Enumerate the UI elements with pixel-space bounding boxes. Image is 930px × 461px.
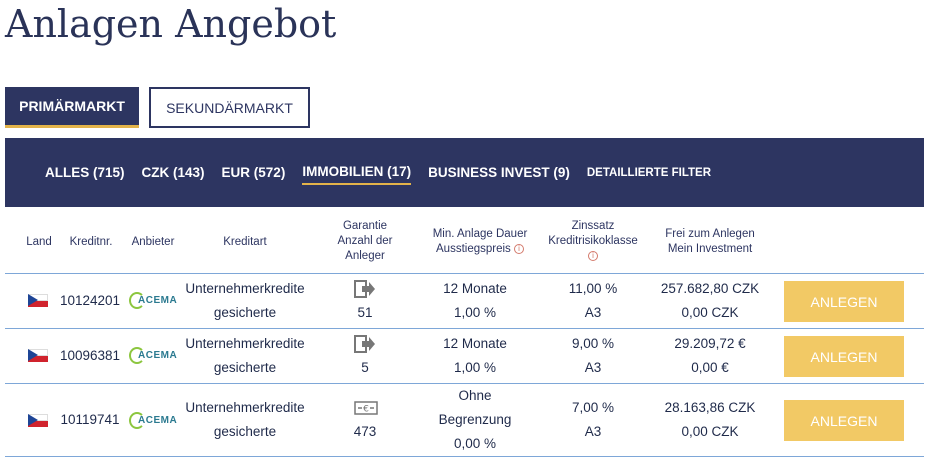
svg-text:€: € xyxy=(363,405,369,415)
row-divider xyxy=(5,273,924,274)
ausstiegspreis-value: 1,00 % xyxy=(453,305,497,320)
kreditart-line2: gesicherte xyxy=(213,424,277,439)
header-garantie-line2: Anzahl der xyxy=(337,235,393,247)
table-row: 10119741 ACEMA Unternehmerkredite gesich… xyxy=(5,384,924,456)
ausstiegspreis-value: 0,00 % xyxy=(453,436,497,451)
header-garantie-line3: Anleger xyxy=(345,250,385,262)
kreditnr[interactable]: 10124201 xyxy=(59,293,121,308)
kreditnr[interactable]: 10096381 xyxy=(59,348,121,363)
risiko-value: A3 xyxy=(584,305,602,320)
header-garantie[interactable]: Garantie Anzahl der Anleger xyxy=(330,219,400,264)
header-land[interactable]: Land xyxy=(26,236,52,248)
filter-eur[interactable]: EUR (572) xyxy=(221,165,286,180)
filter-detaillierte[interactable]: DETAILLIERTE FILTER xyxy=(586,166,712,179)
zinssatz-value: 9,00 % xyxy=(571,336,615,351)
kreditart-line2: gesicherte xyxy=(213,305,277,320)
dauer-value-line1: Ohne xyxy=(458,388,492,403)
anlegen-button[interactable]: ANLEGEN xyxy=(784,400,904,441)
filter-immobilien[interactable]: IMMOBILIEN (17) xyxy=(302,160,412,185)
kreditart-line1: Unternehmerkredite xyxy=(185,336,305,351)
kreditart-line1: Unternehmerkredite xyxy=(185,400,305,415)
dauer-value: 12 Monate xyxy=(443,281,507,296)
tab-primaermarkt[interactable]: PRIMÄRMARKT xyxy=(5,87,139,128)
buyback-arrow-icon xyxy=(354,280,375,298)
header-dauer-line2: Ausstiegspreis xyxy=(436,243,511,255)
kreditart-line1: Unternehmerkredite xyxy=(185,281,305,296)
filter-alles[interactable]: ALLES (715) xyxy=(45,165,125,180)
header-zins-line2: Kreditrisikoklasse xyxy=(548,235,638,247)
investment-value: 0,00 CZK xyxy=(681,305,739,320)
kreditart: Unternehmerkredite gesicherte xyxy=(180,277,310,325)
cash-guarantee-icon: € xyxy=(354,401,378,415)
filter-bar: ALLES (715) CZK (143) EUR (572) IMMOBILI… xyxy=(5,138,924,207)
investment-value: 0,00 CZK xyxy=(681,424,739,439)
anlegen-button[interactable]: ANLEGEN xyxy=(784,336,904,377)
anbieter-name: ACEMA xyxy=(138,295,178,306)
zinssatz: 9,00 % A3 xyxy=(543,332,643,380)
acema-logo: ACEMA xyxy=(129,291,179,311)
row-divider xyxy=(5,383,924,384)
tab-sekundaermarkt[interactable]: SEKUNDÄRMARKT xyxy=(149,87,310,128)
table-row: 10124201 ACEMA Unternehmerkredite gesich… xyxy=(5,274,924,328)
frei: 257.682,80 CZK 0,00 CZK xyxy=(645,277,775,325)
dauer: 12 Monate 1,00 % xyxy=(410,277,540,325)
table-header: Land Kreditnr. Anbieter Kreditart Garant… xyxy=(5,215,924,273)
filter-czk[interactable]: CZK (143) xyxy=(141,165,205,180)
header-dauer[interactable]: Min. Anlage Dauer Ausstiegspreis i xyxy=(415,227,545,257)
header-kreditnr[interactable]: Kreditnr. xyxy=(69,236,113,248)
frei-value: 257.682,80 CZK xyxy=(660,281,760,296)
anleger-count: 51 xyxy=(357,305,373,320)
info-icon[interactable]: i xyxy=(514,243,524,254)
zinssatz: 7,00 % A3 xyxy=(543,396,643,444)
header-garantie-line1: Garantie xyxy=(342,220,388,232)
anleger-count: 473 xyxy=(353,424,377,439)
anleger-count: 5 xyxy=(361,360,369,375)
header-frei-line1: Frei zum Anlegen xyxy=(665,228,755,240)
zinssatz-value: 11,00 % xyxy=(568,281,618,296)
anbieter-name: ACEMA xyxy=(138,350,178,361)
header-zins[interactable]: Zinssatz Kreditrisikoklasse i xyxy=(543,219,643,264)
ausstiegspreis-value: 1,00 % xyxy=(453,360,497,375)
header-dauer-line1: Min. Anlage Dauer xyxy=(432,228,528,240)
czech-flag-icon xyxy=(28,349,48,362)
header-frei-line2: Mein Investment xyxy=(667,243,753,255)
header-kreditart[interactable]: Kreditart xyxy=(223,236,267,248)
zinssatz: 11,00 % A3 xyxy=(543,277,643,325)
page-title: Anlagen Angebot xyxy=(5,2,337,46)
frei-value: 28.163,86 CZK xyxy=(664,400,756,415)
row-divider xyxy=(5,328,924,329)
frei: 29.209,72 € 0,00 € xyxy=(645,332,775,380)
frei: 28.163,86 CZK 0,00 CZK xyxy=(645,396,775,444)
risiko-value: A3 xyxy=(584,360,602,375)
header-anbieter[interactable]: Anbieter xyxy=(131,236,175,248)
czech-flag-icon xyxy=(28,414,48,427)
risiko-value: A3 xyxy=(584,424,602,439)
czech-flag-icon xyxy=(28,294,48,307)
kreditnr[interactable]: 10119741 xyxy=(60,412,120,427)
investment-value: 0,00 € xyxy=(691,360,729,375)
dauer-value: 12 Monate xyxy=(443,336,507,351)
row-divider xyxy=(5,456,924,457)
kreditart-line2: gesicherte xyxy=(213,360,277,375)
dauer-value-line2: Begrenzung xyxy=(438,412,512,427)
kreditart: Unternehmerkredite gesicherte xyxy=(180,332,310,380)
header-frei[interactable]: Frei zum Anlegen Mein Investment xyxy=(650,227,770,257)
acema-logo: ACEMA xyxy=(129,411,179,431)
anbieter-name: ACEMA xyxy=(138,415,178,426)
header-zins-line1: Zinssatz xyxy=(571,220,615,232)
anlegen-button[interactable]: ANLEGEN xyxy=(784,281,904,322)
buyback-arrow-icon xyxy=(354,335,375,353)
zinssatz-value: 7,00 % xyxy=(571,400,615,415)
filter-business-invest[interactable]: BUSINESS INVEST (9) xyxy=(428,165,570,180)
table-row: 10096381 ACEMA Unternehmerkredite gesich… xyxy=(5,329,924,383)
frei-value: 29.209,72 € xyxy=(674,336,746,351)
kreditart: Unternehmerkredite gesicherte xyxy=(180,396,310,444)
acema-logo: ACEMA xyxy=(129,346,179,366)
dauer: Ohne Begrenzung 0,00 % xyxy=(410,384,540,456)
dauer: 12 Monate 1,00 % xyxy=(410,332,540,380)
info-icon[interactable]: i xyxy=(588,250,598,261)
